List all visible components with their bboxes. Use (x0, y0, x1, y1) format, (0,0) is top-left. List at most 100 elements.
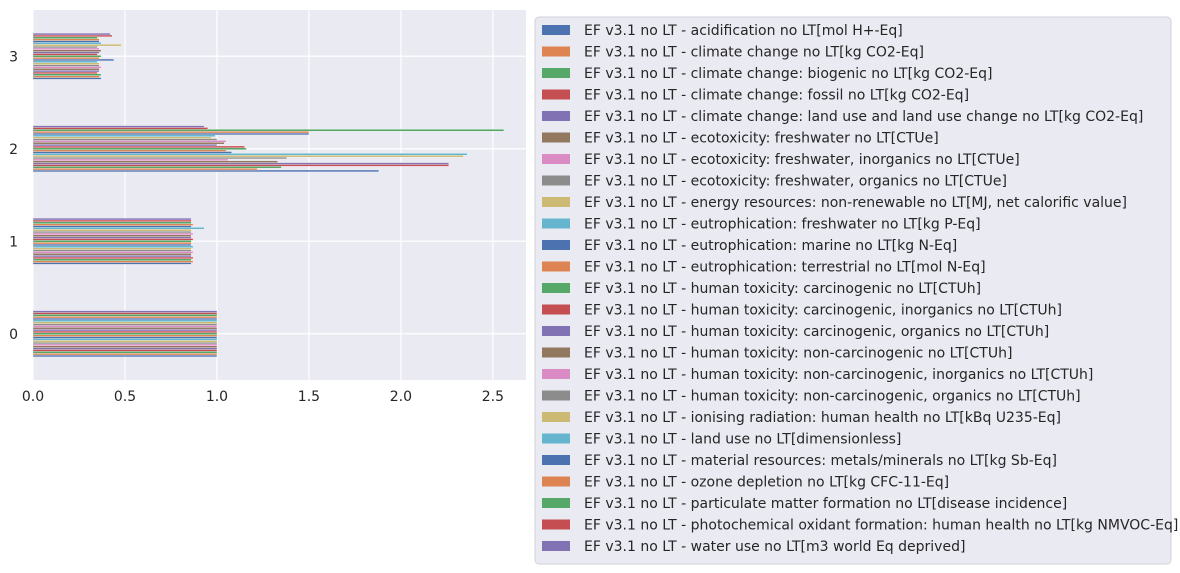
legend-swatch (542, 283, 570, 293)
bar (32, 258, 192, 261)
bar (32, 310, 218, 313)
legend: EF v3.1 no LT - acidification no LT[mol … (534, 16, 1178, 565)
bar (32, 155, 464, 158)
bar (32, 60, 98, 63)
x-tick-label: 1.5 (298, 389, 320, 405)
legend-swatch (542, 519, 570, 530)
bar (32, 75, 100, 78)
bar (32, 254, 192, 258)
bar (32, 64, 100, 67)
bar (32, 143, 218, 147)
bar (32, 229, 192, 232)
legend-swatch (542, 218, 570, 229)
bar (32, 251, 194, 254)
bar (32, 351, 218, 354)
bar (32, 328, 218, 332)
legend-swatch (542, 541, 570, 551)
bar (32, 45, 98, 49)
bar (32, 62, 100, 65)
legend-label: EF v3.1 no LT - human toxicity: carcinog… (584, 281, 981, 297)
legend-label: EF v3.1 no LT - human toxicity: non-carc… (584, 367, 1093, 383)
legend-swatch (542, 326, 570, 336)
legend-frame (534, 16, 1172, 565)
bar (32, 51, 100, 54)
legend-label: EF v3.1 no LT - ionising radiation: huma… (584, 410, 1061, 426)
legend-swatch (542, 455, 570, 465)
bar (32, 73, 102, 76)
bar (32, 153, 468, 156)
legend-swatch (542, 240, 570, 250)
legend-swatch (542, 46, 570, 57)
bar (32, 340, 218, 343)
plot-area (32, 10, 526, 380)
bar (32, 314, 218, 317)
legend-swatch (542, 390, 570, 401)
bar (32, 34, 113, 37)
bar (32, 68, 100, 71)
bar (32, 245, 194, 248)
bar (32, 238, 194, 241)
legend-label: EF v3.1 no LT - human toxicity: non-carc… (584, 346, 1012, 362)
legend-swatch (542, 132, 570, 143)
bar (32, 149, 227, 152)
x-tick-label: 2.5 (482, 389, 504, 405)
bar (32, 260, 194, 263)
bar (32, 166, 282, 169)
bar (32, 225, 192, 228)
bar (32, 147, 247, 150)
bar (32, 334, 218, 337)
legend-label: EF v3.1 no LT - acidification no LT[mol … (584, 23, 903, 39)
bar (32, 232, 194, 235)
bar (32, 58, 115, 62)
bar (32, 66, 102, 69)
legend-label: EF v3.1 no LT - climate change no LT[kg … (584, 45, 924, 61)
bar (32, 32, 111, 36)
legend-label: EF v3.1 no LT - eutrophication: terrestr… (584, 260, 986, 276)
legend-swatch (542, 433, 570, 444)
bar (32, 242, 192, 245)
bar (32, 234, 192, 237)
legend-label: EF v3.1 no LT - land use no LT[dimension… (584, 432, 901, 448)
legend-label: EF v3.1 no LT - water use no LT[m3 world… (584, 539, 965, 555)
x-tick-label: 0.5 (114, 389, 136, 405)
bar (32, 160, 278, 163)
x-tick-label: 0.0 (22, 389, 44, 405)
bar (32, 142, 225, 145)
bar (32, 323, 218, 326)
legend-label: EF v3.1 no LT - ecotoxicity: freshwater … (584, 131, 939, 147)
x-axis-ticks: 0.0 0.5 1.0 1.5 2.0 2.5 (22, 389, 504, 405)
bar (32, 140, 227, 143)
legend-label: EF v3.1 no LT - human toxicity: carcinog… (584, 324, 1049, 340)
bar (32, 316, 218, 319)
legend-swatch (542, 175, 570, 186)
legend-swatch (542, 197, 570, 207)
y-tick-label: 3 (9, 49, 18, 65)
y-tick-label: 1 (9, 234, 18, 250)
bar (32, 164, 449, 167)
bar (32, 42, 102, 45)
bar (32, 134, 216, 137)
bar (32, 145, 245, 148)
bar (32, 55, 102, 58)
bar (32, 243, 192, 247)
bar (32, 249, 192, 252)
bar (32, 262, 192, 265)
legend-swatch (542, 347, 570, 358)
bar (32, 327, 218, 330)
bar (32, 221, 192, 224)
x-tick-label: 1.0 (206, 389, 228, 405)
legend-label: EF v3.1 no LT - energy resources: non-re… (584, 195, 1127, 211)
legend-swatch (542, 369, 570, 379)
bar (32, 332, 218, 335)
legend-swatch (542, 498, 570, 508)
bar (32, 71, 98, 74)
bar (32, 343, 218, 346)
legend-label: EF v3.1 no LT - particulate matter forma… (584, 496, 1067, 512)
legend-swatch (542, 476, 570, 487)
legend-swatch (542, 154, 570, 164)
legend-label: EF v3.1 no LT - eutrophication: freshwat… (584, 217, 981, 233)
bar (32, 40, 100, 43)
bar (32, 338, 218, 341)
legend-swatch (542, 68, 570, 78)
bar (32, 240, 192, 243)
